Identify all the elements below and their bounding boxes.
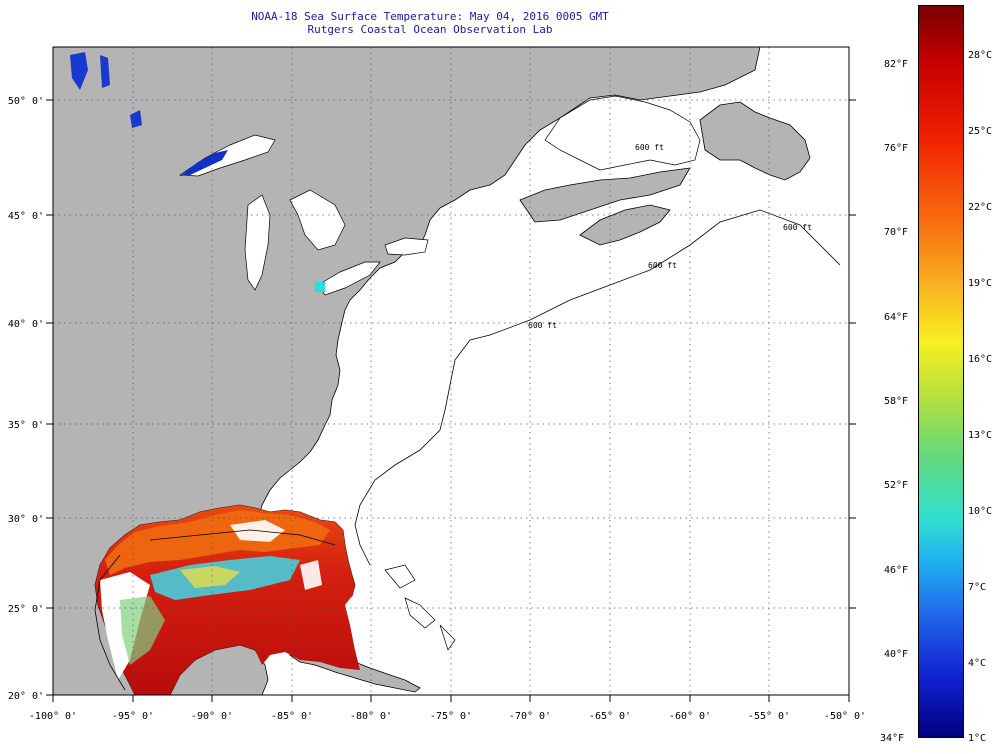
- cyan-lake-patch: [315, 282, 325, 292]
- colorbar-f-label: 58°F: [884, 396, 909, 407]
- lake-erie: [317, 261, 381, 296]
- cold-lakes-northwest: [70, 52, 142, 128]
- lon-label: -55° 0': [748, 711, 790, 722]
- lon-label: -90° 0': [191, 711, 233, 722]
- lon-label: -95° 0': [112, 711, 154, 722]
- lat-label: 30° 0': [8, 514, 44, 525]
- colorbar-c-label: 4°C: [968, 658, 987, 669]
- lon-label: -80° 0': [350, 711, 392, 722]
- colorbar-c-label: 16°C: [968, 354, 993, 365]
- graticule: [53, 47, 849, 695]
- colorbar-c-label: 10°C: [968, 506, 993, 517]
- colorbar-c-label: 7°C: [968, 582, 987, 593]
- contour-label: 600 ft: [635, 143, 664, 152]
- lake-superior-cold: [180, 150, 228, 176]
- colorbar-c-label: 22°C: [968, 202, 993, 213]
- colorbar-f-label: 40°F: [884, 649, 909, 660]
- lat-label: 45° 0': [8, 211, 44, 222]
- lon-label: -75° 0': [430, 711, 472, 722]
- colorbar-f-label: 70°F: [884, 227, 909, 238]
- colorbar-f-label: 34°F: [880, 733, 905, 744]
- lon-label: -85° 0': [271, 711, 313, 722]
- colorbar-c-label: 28°C: [968, 50, 993, 61]
- colorbar-f-label: 46°F: [884, 565, 909, 576]
- land-north-america: [53, 47, 761, 695]
- colorbar-f-label: 82°F: [884, 59, 909, 70]
- lat-label: 40° 0': [8, 319, 44, 330]
- lon-label: -100° 0': [29, 711, 77, 722]
- axis-ticks: [46, 99, 856, 702]
- lat-label: 25° 0': [8, 604, 44, 615]
- lon-label: -70° 0': [509, 711, 551, 722]
- color-scale-bar: [918, 5, 964, 738]
- title-line-2: Rutgers Coastal Ocean Observation Lab: [307, 23, 553, 36]
- lat-label: 50° 0': [8, 96, 44, 107]
- colorbar-c-label: 13°C: [968, 430, 993, 441]
- land-maritimes: [519, 167, 691, 223]
- contour-label: 600 ft: [783, 223, 812, 232]
- contour-label: 600 ft: [648, 261, 677, 270]
- colorbar-f-label: 64°F: [884, 312, 909, 323]
- lake-michigan: [244, 194, 271, 291]
- sst-yellow-patch: [180, 566, 240, 588]
- colorbar-c-label: 25°C: [968, 126, 993, 137]
- gulf-st-lawrence: [544, 95, 701, 171]
- colorbar-f-label: 52°F: [884, 480, 909, 491]
- lon-label: -65° 0': [589, 711, 631, 722]
- contour-label: 600 ft: [528, 321, 557, 330]
- land-bahamas: [384, 564, 456, 651]
- lake-huron: [289, 189, 346, 251]
- gulf-shelf-contour: [94, 529, 336, 691]
- lon-label: -50° 0': [824, 711, 866, 722]
- colorbar-c-label: 19°C: [968, 278, 993, 289]
- title-line-1: NOAA-18 Sea Surface Temperature: May 04,…: [251, 10, 609, 23]
- shelf-contour: [354, 209, 841, 566]
- lon-label: -60° 0': [669, 711, 711, 722]
- lake-ontario: [384, 237, 429, 256]
- colorbar-f-label: 76°F: [884, 143, 909, 154]
- colorbar-c-label: 1°C: [968, 733, 987, 744]
- sst-white-patch-mid: [230, 520, 322, 590]
- lat-label: 35° 0': [8, 420, 44, 431]
- lat-label: 20° 0': [8, 691, 44, 702]
- land-newfoundland: [699, 101, 811, 181]
- sst-green-patch: [120, 596, 165, 665]
